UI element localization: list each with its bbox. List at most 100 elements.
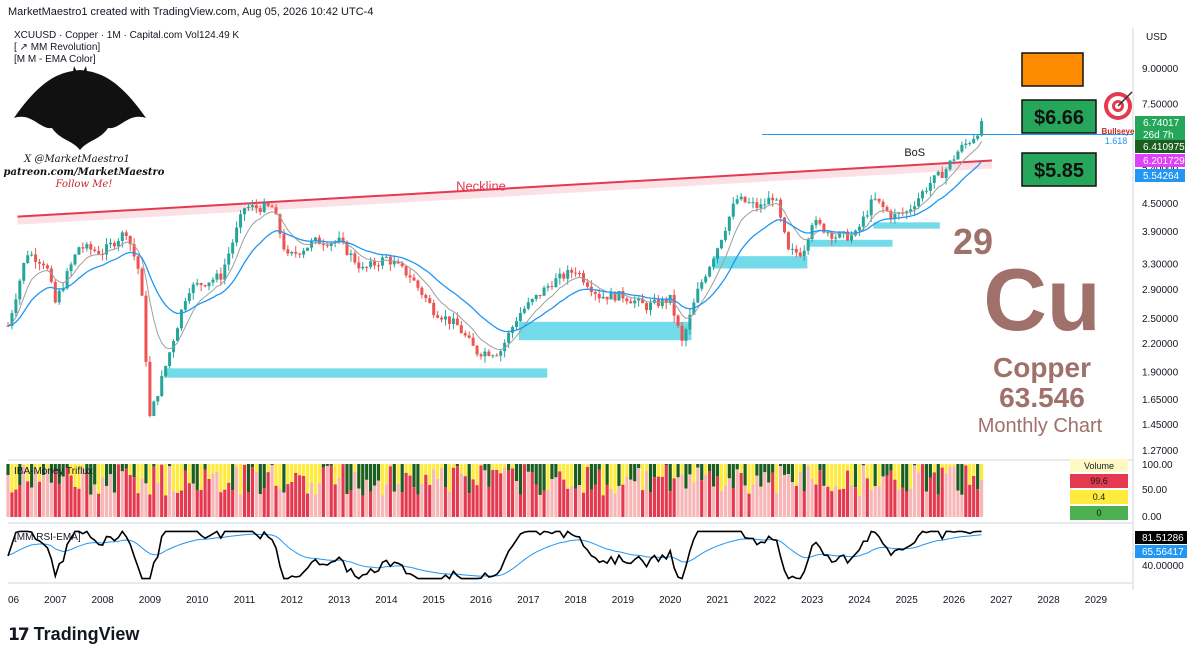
triflux-bottom-bar [101, 477, 105, 517]
triflux-bottom-bar [164, 495, 168, 517]
candle-body [274, 207, 278, 215]
triflux-top-bar [483, 464, 487, 471]
candle-body [432, 302, 436, 316]
tradingview-wordmark: TradingView [33, 624, 140, 644]
triflux-bottom-bar [708, 471, 712, 517]
triflux-top-bar [534, 464, 538, 485]
chart-attribution: MarketMaestro1 created with TradingView.… [8, 6, 374, 18]
triflux-bottom-bar [920, 464, 925, 517]
triflux-top-bar [349, 464, 353, 491]
triflux-title[interactable]: IBA-Money Triflux [14, 466, 93, 477]
triflux-top-bar [18, 464, 22, 486]
triflux-top-bar [830, 464, 834, 492]
rsi-axis-value: 81.51286 [1142, 533, 1184, 544]
demand-zone [807, 239, 893, 247]
triflux-top-bar [893, 464, 897, 480]
candle-body [34, 254, 38, 262]
triflux-bottom-bar [341, 464, 345, 517]
candle-body [302, 250, 306, 255]
triflux-top-bar [278, 464, 282, 489]
triflux-top-bar [940, 464, 944, 468]
triflux-bottom-bar [499, 473, 503, 517]
price-tick-label: 1.45000 [1142, 420, 1179, 431]
candle-body [57, 290, 61, 303]
candle-body [641, 298, 645, 304]
triflux-top-bar [345, 464, 349, 495]
candle-body [467, 335, 471, 338]
triflux-top-bar [120, 464, 124, 472]
price-tick-label: 3.90000 [1142, 227, 1179, 238]
triflux-bottom-bar [183, 470, 187, 517]
triflux-bottom-bar [384, 484, 388, 517]
triflux-bottom-bar [424, 474, 428, 517]
tradingview-footer[interactable]: 17 TradingView [8, 624, 139, 645]
triflux-bottom-bar [227, 482, 231, 517]
candle-body [349, 253, 353, 255]
candle-body [767, 197, 771, 205]
candle-body [408, 275, 412, 278]
candle-body [739, 196, 743, 200]
triflux-bottom-bar [613, 493, 617, 517]
atomic-mass: 63.546 [999, 382, 1085, 413]
candle-body [384, 256, 388, 258]
candle-body [361, 266, 365, 269]
triflux-top-bar [877, 464, 881, 487]
triflux-bottom-bar [838, 489, 842, 517]
triflux-bottom-bar [416, 494, 420, 517]
triflux-top-bar [861, 464, 865, 466]
triflux-top-bar [207, 464, 211, 479]
triflux-top-bar [164, 464, 168, 496]
candle-body [18, 280, 22, 300]
price-tick-label: 1.27000 [1142, 446, 1179, 457]
candle-body [976, 135, 980, 139]
triflux-top-bar [250, 464, 254, 468]
candle-body [664, 298, 668, 303]
triflux-top-bar [952, 464, 956, 467]
price-tick-label: 1.65000 [1142, 395, 1179, 406]
triflux-bottom-bar [877, 486, 881, 517]
time-tick-label: 2014 [375, 595, 398, 606]
candle-body [913, 206, 917, 210]
triflux-top-bar [818, 464, 822, 471]
triflux-bottom-bar [609, 488, 613, 517]
triflux-top-bar [881, 464, 885, 477]
triflux-top-bar [794, 464, 798, 486]
time-tick-label: 2020 [659, 595, 682, 606]
candle-body [944, 169, 948, 178]
candle-body [61, 288, 65, 291]
triflux-bottom-bar [897, 489, 901, 517]
triflux-top-bar [128, 464, 132, 476]
candle-body [112, 242, 116, 247]
bat-ears-icon [72, 66, 88, 78]
demand-zone [164, 368, 548, 378]
candle-body [38, 261, 42, 264]
indicator-ema-color[interactable]: [M M - EMA Color] [14, 54, 96, 65]
candle-body [956, 151, 960, 160]
triflux-top-bar [909, 464, 913, 489]
chart-timeframe-label: Monthly Chart [978, 415, 1103, 437]
candle-body [491, 355, 495, 357]
triflux-top-bar [503, 464, 507, 468]
triflux-top-bar [570, 464, 574, 486]
triflux-tick: 50.00 [1142, 485, 1167, 496]
triflux-top-bar [944, 464, 948, 474]
triflux-top-bar [274, 464, 278, 486]
triflux-bottom-bar [459, 473, 463, 517]
triflux-bottom-bar [148, 494, 152, 517]
rsi-title[interactable]: [MM RSI-EMA] [14, 532, 81, 543]
candle-body [794, 248, 798, 253]
symbol-title[interactable]: XCUUSD · Copper · 1M · Capital.com Vol12… [14, 30, 240, 41]
triflux-top-bar [77, 464, 81, 489]
indicator-mm-revolution[interactable]: [ ↗ MM Revolution] [14, 42, 101, 53]
triflux-bottom-bar [219, 492, 223, 517]
candle-body [191, 284, 195, 294]
candle-body [980, 121, 984, 136]
triflux-bottom-bar [822, 485, 826, 517]
triflux-top-bar [420, 464, 424, 485]
triflux-top-bar [601, 464, 605, 496]
triflux-top-bar [372, 464, 377, 486]
triflux-top-bar [581, 464, 586, 493]
price-tick-label: 3.30000 [1142, 260, 1179, 271]
triflux-top-bar [510, 464, 515, 469]
